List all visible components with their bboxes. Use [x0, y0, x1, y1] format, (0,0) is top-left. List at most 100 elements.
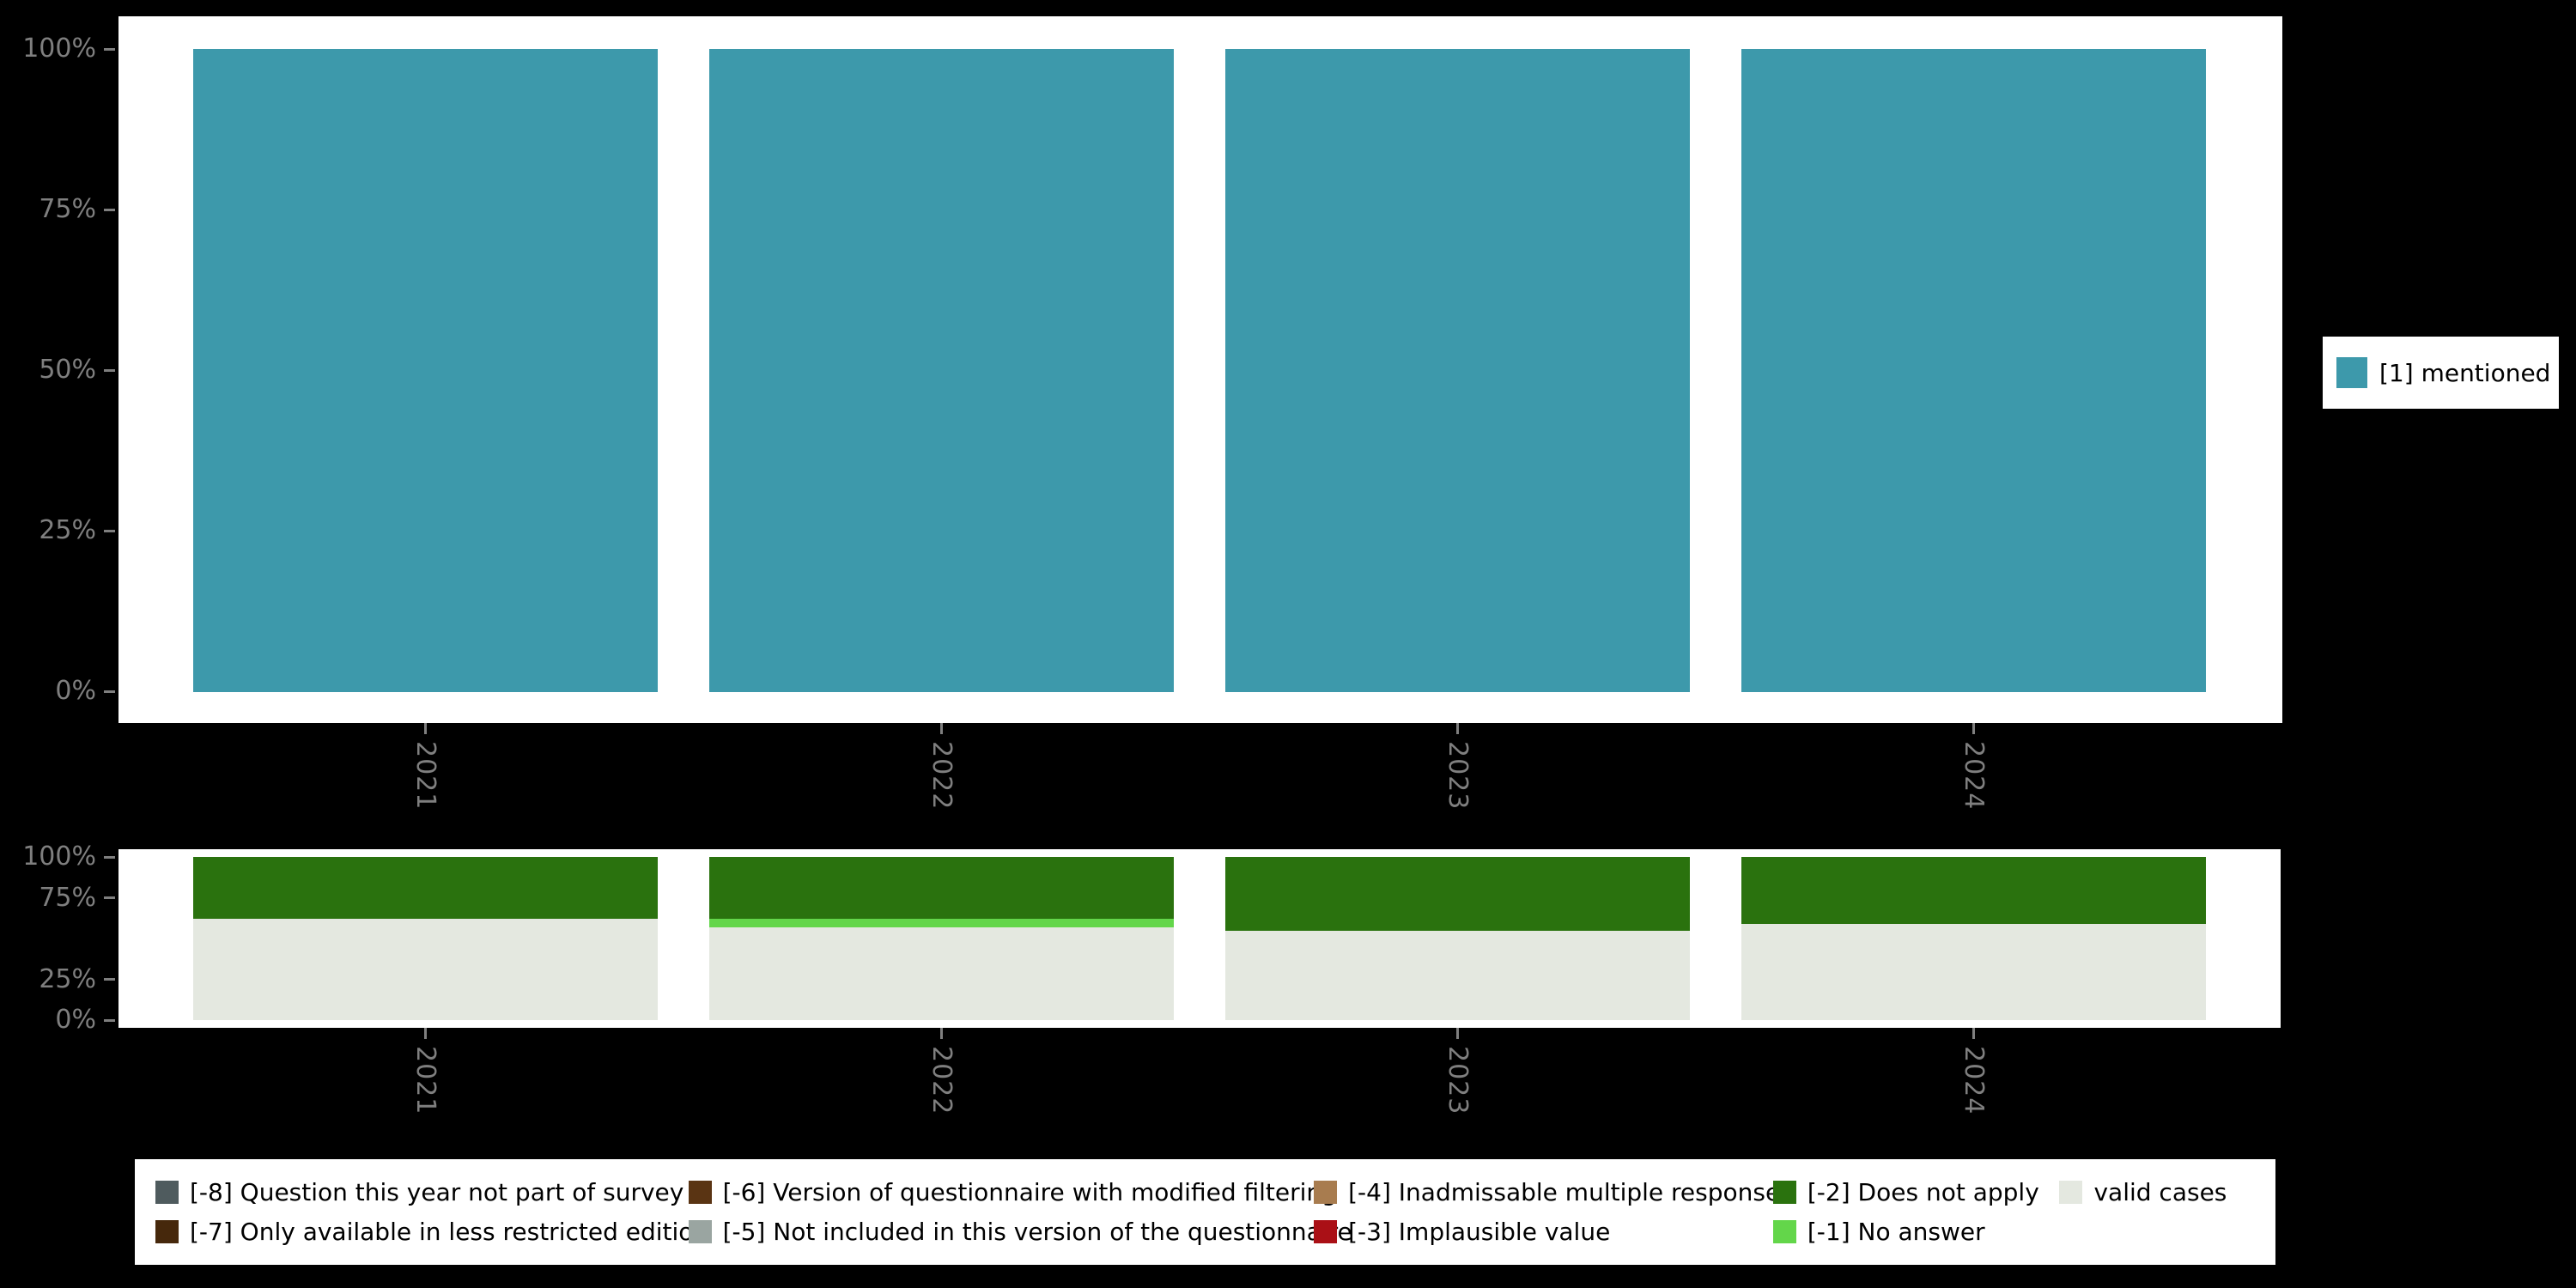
- legend-item--3: [-3] Implausible value: [1314, 1218, 1773, 1246]
- y-axis-tick-label: 0%: [55, 676, 96, 706]
- y-axis-tick-label: 75%: [39, 882, 96, 913]
- bar-segment valid cases: [1225, 930, 1690, 1020]
- legend-right: [1] mentioned: [2323, 337, 2559, 409]
- bar-segment [-2] Does not apply: [193, 857, 658, 920]
- bar-segment [1] mentioned: [1741, 49, 2206, 692]
- x-axis-tick: [1456, 1028, 1459, 1039]
- bar-2024: [1741, 857, 2206, 1020]
- legend-label--3: [-3] Implausible value: [1348, 1217, 1611, 1246]
- x-slot-2023: 2023: [1200, 723, 1716, 852]
- bottom-chart-bars: [167, 857, 2232, 1020]
- x-axis-tick: [1972, 1028, 1975, 1039]
- legend-label--1: [-1] No answer: [1807, 1217, 1985, 1246]
- bar-slot-2022: [683, 49, 1200, 692]
- legend-label--8: [-8] Question this year not part of surv…: [190, 1178, 684, 1207]
- bottom-chart-x-axis: 2021 2022 2023 2024: [167, 1028, 2232, 1157]
- legend-bottom: [-8] Question this year not part of surv…: [135, 1159, 2275, 1265]
- legend-item--6: [-6] Version of questionnaire with modif…: [688, 1178, 1337, 1206]
- x-axis-label-2021: 2021: [410, 741, 440, 811]
- legend-swatch--6: [688, 1181, 712, 1205]
- legend-label-valid-cases: valid cases: [2093, 1178, 2227, 1207]
- x-axis-tick: [424, 1028, 427, 1039]
- y-axis-tick: [104, 690, 115, 693]
- x-axis-tick: [1456, 723, 1459, 734]
- top-chart-panel: [118, 16, 2282, 723]
- bar-segment valid cases: [1741, 923, 2206, 1020]
- y-axis-tick-label: 0%: [55, 1005, 96, 1035]
- legend-swatch--3: [1314, 1219, 1338, 1243]
- bar-segment valid cases: [709, 927, 1174, 1020]
- legend-item--7: [-7] Only available in less restricted e…: [155, 1218, 708, 1246]
- y-axis-tick: [104, 208, 115, 211]
- x-axis-label-2024: 2024: [1959, 1046, 1989, 1115]
- bar-segment [-2] Does not apply: [1225, 857, 1690, 931]
- x-slot-2021: 2021: [167, 1028, 683, 1157]
- legend-item--1: [-1] No answer: [1772, 1217, 2060, 1246]
- x-axis-label-2023: 2023: [1443, 1046, 1473, 1115]
- bottom-chart-panel: [118, 849, 2281, 1028]
- y-axis-tick: [104, 1018, 115, 1022]
- x-slot-2023: 2023: [1200, 1028, 1716, 1157]
- legend-label--4: [-4] Inadmissable multiple response: [1348, 1178, 1781, 1207]
- legend-swatch--7: [155, 1219, 179, 1243]
- legend-label--7: [-7] Only available in less restricted e…: [190, 1217, 709, 1246]
- bar-2021: [193, 857, 658, 1020]
- y-axis-tick: [104, 47, 115, 51]
- legend-label--5: [-5] Not included in this version of the…: [722, 1217, 1352, 1246]
- x-axis-tick: [940, 723, 943, 734]
- y-axis-tick-label: 25%: [39, 515, 96, 545]
- y-axis-tick-label: 100%: [22, 841, 96, 872]
- y-axis-tick-label: 50%: [39, 355, 96, 385]
- y-axis-tick: [104, 978, 115, 981]
- bar-2022: [709, 49, 1174, 692]
- x-slot-2021: 2021: [167, 723, 683, 852]
- bar-2021: [193, 49, 658, 692]
- bar-segment [-1] No answer: [709, 919, 1174, 927]
- x-axis-label-2023: 2023: [1443, 741, 1473, 811]
- y-axis-tick-label: 25%: [39, 963, 96, 994]
- legend-label--2: [-2] Does not apply: [1807, 1178, 2039, 1207]
- top-chart-x-axis: 2021 2022 2023 2024: [167, 723, 2232, 852]
- top-chart-bars: [167, 49, 2232, 692]
- bar-2022: [709, 857, 1174, 1020]
- bar-slot-2021: [167, 857, 683, 1020]
- x-axis-tick: [1972, 723, 1975, 734]
- legend-item-valid-cases: valid cases: [2059, 1178, 2261, 1206]
- bar-segment [-2] Does not apply: [709, 857, 1174, 920]
- legend-swatch--8: [155, 1181, 179, 1205]
- bar-segment [-2] Does not apply: [1741, 857, 2206, 924]
- y-axis-tick-label: 75%: [39, 194, 96, 224]
- legend-swatch--1: [1772, 1219, 1796, 1243]
- legend-item--2: [-2] Does not apply: [1772, 1178, 2060, 1207]
- legend-swatch-valid-cases: [2059, 1181, 2083, 1205]
- x-axis-label-2021: 2021: [410, 1046, 440, 1115]
- legend-label--6: [-6] Version of questionnaire with modif…: [722, 1178, 1337, 1207]
- bar-slot-2024: [1716, 857, 2232, 1020]
- legend-right-label: [1] mentioned: [2379, 358, 2551, 387]
- bar-slot-2024: [1716, 49, 2232, 692]
- y-axis-tick-label: 100%: [22, 33, 96, 64]
- bar-2024: [1741, 49, 2206, 692]
- mentioned-swatch: [2336, 357, 2367, 388]
- legend-swatch--4: [1314, 1181, 1338, 1205]
- x-slot-2022: 2022: [683, 723, 1200, 852]
- y-axis-tick: [104, 896, 115, 899]
- bar-segment [1] mentioned: [709, 49, 1174, 692]
- bar-segment [1] mentioned: [1225, 49, 1690, 692]
- bar-2023: [1225, 49, 1690, 692]
- x-slot-2024: 2024: [1716, 723, 2232, 852]
- bar-2023: [1225, 857, 1690, 1020]
- legend-swatch--5: [688, 1219, 712, 1243]
- bar-segment valid cases: [193, 919, 658, 1020]
- y-axis-tick: [104, 855, 115, 859]
- x-slot-2022: 2022: [683, 1028, 1200, 1157]
- bar-slot-2023: [1200, 49, 1716, 692]
- legend-swatch--2: [1772, 1181, 1796, 1205]
- legend-item--5: [-5] Not included in this version of the…: [688, 1218, 1352, 1246]
- legend-item--4: [-4] Inadmissable multiple response: [1314, 1178, 1780, 1206]
- y-axis-tick: [104, 368, 115, 372]
- legend-item--8: [-8] Question this year not part of surv…: [155, 1178, 689, 1206]
- x-axis-label-2022: 2022: [927, 1046, 957, 1115]
- y-axis-tick: [104, 529, 115, 532]
